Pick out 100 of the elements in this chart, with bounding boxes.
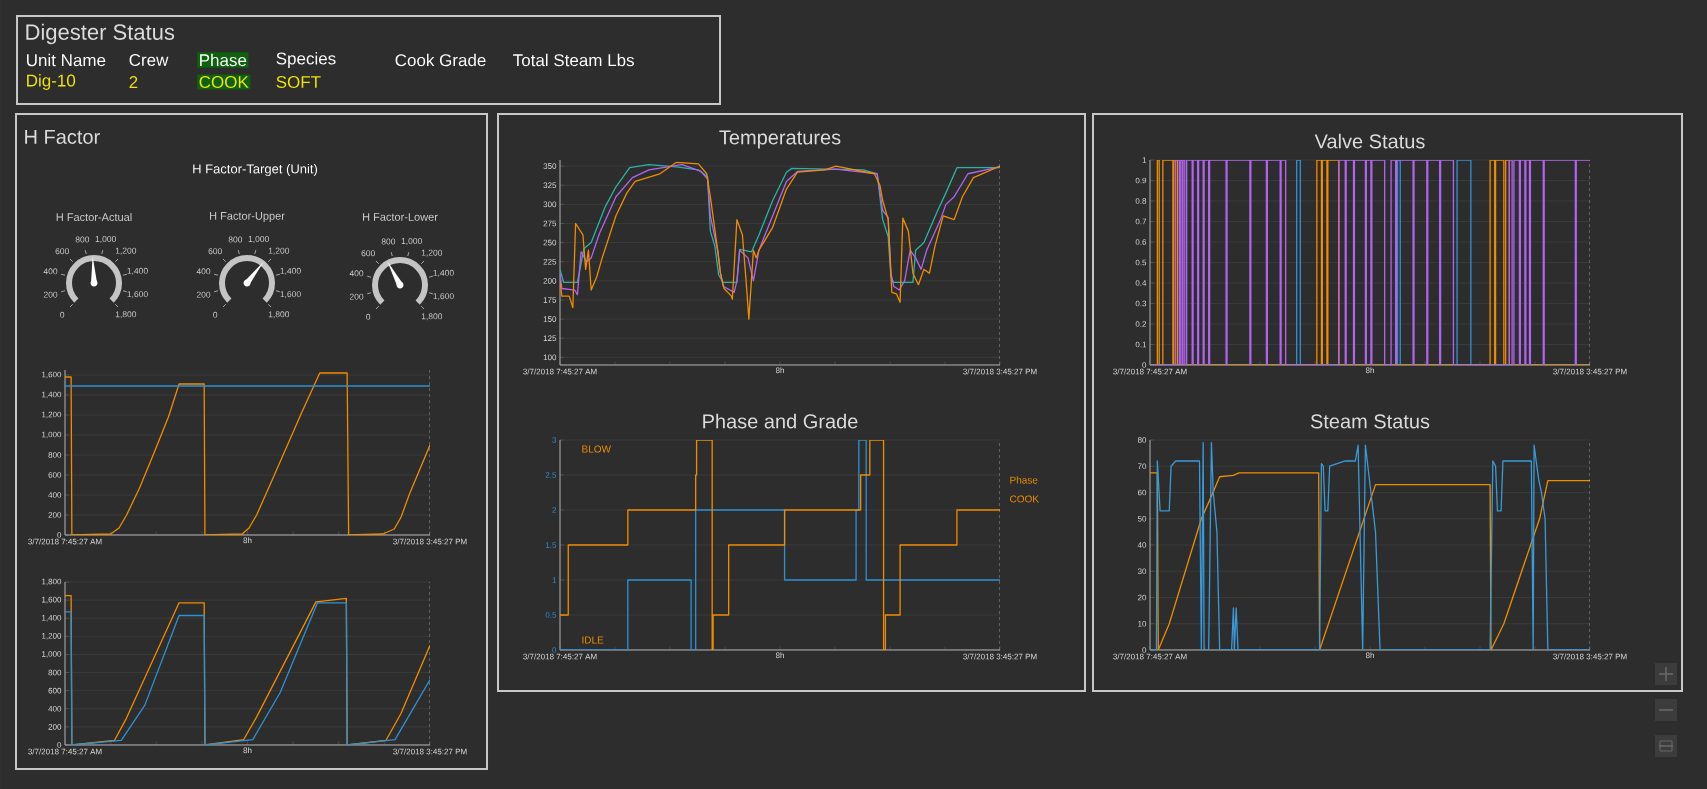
x-tick-label: 3/7/2018 3:45:27 PM [963, 368, 1037, 375]
text: 600 [361, 250, 375, 257]
y-tick-label: 800 [48, 452, 62, 458]
y-tick-label: 0.9 [1135, 177, 1147, 184]
text: Cook Grade [395, 53, 486, 67]
y-tick-label: 0.1 [1135, 341, 1147, 348]
text: 400 [349, 270, 364, 277]
y-tick-label: 250 [543, 239, 557, 246]
x-tick-label: 3/7/2018 7:45:27 AM [28, 538, 102, 545]
y-tick-label: 60 [1137, 489, 1147, 496]
text: 1,800 [115, 311, 137, 319]
y-tick-label: 400 [48, 492, 62, 498]
text: 1,200 [115, 247, 137, 255]
y-tick-label: 1,200 [42, 411, 62, 419]
y-tick-label: 2.5 [545, 472, 557, 478]
chart-title: Valve Status [1314, 133, 1425, 149]
y-tick-label: 1,200 [42, 633, 62, 640]
y-tick-label: 70 [1137, 463, 1147, 470]
x-tick-label: 3/7/2018 3:45:27 PM [1553, 368, 1627, 375]
chart-title: Phase and Grade [703, 413, 858, 429]
y-tick-label: 100 [543, 354, 557, 361]
text: 1,400 [433, 269, 454, 277]
text: SOFT [276, 75, 321, 89]
x-axis-title: 8h [1365, 652, 1374, 659]
y-tick-label: 50 [1137, 515, 1147, 522]
x-tick-label: 3/7/2018 7:45:27 AM [1113, 653, 1187, 660]
text: 1,600 [280, 291, 301, 299]
y-tick-label: 225 [543, 258, 557, 265]
data-label: COOK [1010, 495, 1039, 503]
y-tick-label: 0 [57, 742, 62, 748]
y-tick-label: 1,800 [42, 578, 62, 586]
x-tick-label: 3/7/2018 3:45:27 PM [1553, 653, 1627, 660]
line-series [560, 161, 1000, 320]
text: H Factor [25, 130, 100, 144]
y-tick-label: 0.5 [545, 612, 557, 618]
y-tick-label: 1,600 [42, 596, 62, 604]
chart-title: Steam Status [1310, 414, 1430, 429]
y-tick-label: 3 [552, 437, 557, 443]
y-tick-label: 400 [48, 705, 62, 712]
y-tick-label: 175 [543, 297, 557, 303]
text: 600 [208, 248, 222, 255]
x-tick-label: 3/7/2018 3:45:27 PM [393, 748, 467, 755]
text: 800 [75, 236, 90, 243]
y-tick-label: 150 [543, 316, 557, 322]
text: Digester Status [26, 23, 175, 45]
y-tick-label: 2 [552, 507, 557, 513]
y-tick-label: 200 [543, 278, 557, 284]
line-series [65, 372, 430, 535]
y-tick-label: 1,400 [42, 391, 62, 399]
text: 1,000 [248, 236, 269, 244]
y-tick-label: 325 [543, 182, 557, 189]
y-tick-label: 0.2 [1135, 321, 1147, 327]
y-tick-label: 200 [48, 512, 62, 518]
text: 2 [129, 76, 138, 88]
y-tick-label: 20 [1137, 594, 1147, 601]
text: 1,000 [401, 238, 422, 246]
y-tick-label: 1.5 [545, 542, 557, 548]
x-axis-title: 8h [243, 537, 252, 544]
text: 1,800 [421, 313, 443, 321]
text: 200 [349, 293, 364, 300]
text: Crew [129, 53, 169, 67]
text: 1,000 [95, 236, 116, 244]
y-tick-label: 10 [1138, 620, 1147, 627]
y-tick-label: 0.8 [1135, 198, 1147, 204]
x-tick-label: 3/7/2018 3:45:27 PM [963, 653, 1037, 660]
y-tick-label: 600 [48, 472, 62, 478]
text: Dig-10 [27, 74, 76, 90]
chart-title: Temperatures [719, 130, 841, 149]
y-tick-label: 350 [543, 163, 557, 169]
text: H Factor-Upper [210, 212, 285, 222]
y-tick-label: 1,000 [42, 651, 62, 658]
x-axis-title: 8h [243, 747, 252, 754]
y-tick-label: 0.7 [1135, 218, 1147, 225]
annotation: IDLE [582, 636, 604, 644]
text: 1,600 [127, 291, 148, 299]
y-tick-label: 0.3 [1135, 300, 1147, 307]
text: 1,200 [268, 247, 290, 255]
x-axis-title: 8h [775, 367, 784, 374]
y-tick-label: 80 [1137, 437, 1147, 443]
text: H Factor-Target (Unit) [193, 163, 318, 177]
text: COOK [199, 75, 249, 89]
text: H Factor-Actual [56, 212, 132, 222]
text: 400 [196, 268, 211, 275]
x-tick-label: 3/7/2018 3:45:27 PM [393, 538, 467, 545]
y-tick-label: 0 [1142, 362, 1147, 368]
x-tick-label: 3/7/2018 7:45:27 AM [28, 748, 102, 755]
text: 1,200 [421, 249, 443, 257]
y-tick-label: 1,400 [42, 614, 62, 622]
text: Total Steam Lbs [513, 53, 634, 67]
y-tick-label: 1 [552, 577, 557, 583]
x-tick-label: 3/7/2018 7:45:27 AM [523, 368, 597, 375]
y-tick-label: 300 [543, 201, 557, 208]
y-tick-label: 600 [48, 687, 62, 694]
y-tick-label: 800 [48, 669, 62, 676]
text: 1,800 [268, 311, 290, 319]
text: Unit Name [27, 53, 106, 67]
text: 0 [366, 313, 371, 320]
y-tick-label: 0 [57, 532, 62, 538]
text: H Factor-Lower [363, 213, 438, 221]
y-tick-label: 30 [1137, 568, 1147, 575]
